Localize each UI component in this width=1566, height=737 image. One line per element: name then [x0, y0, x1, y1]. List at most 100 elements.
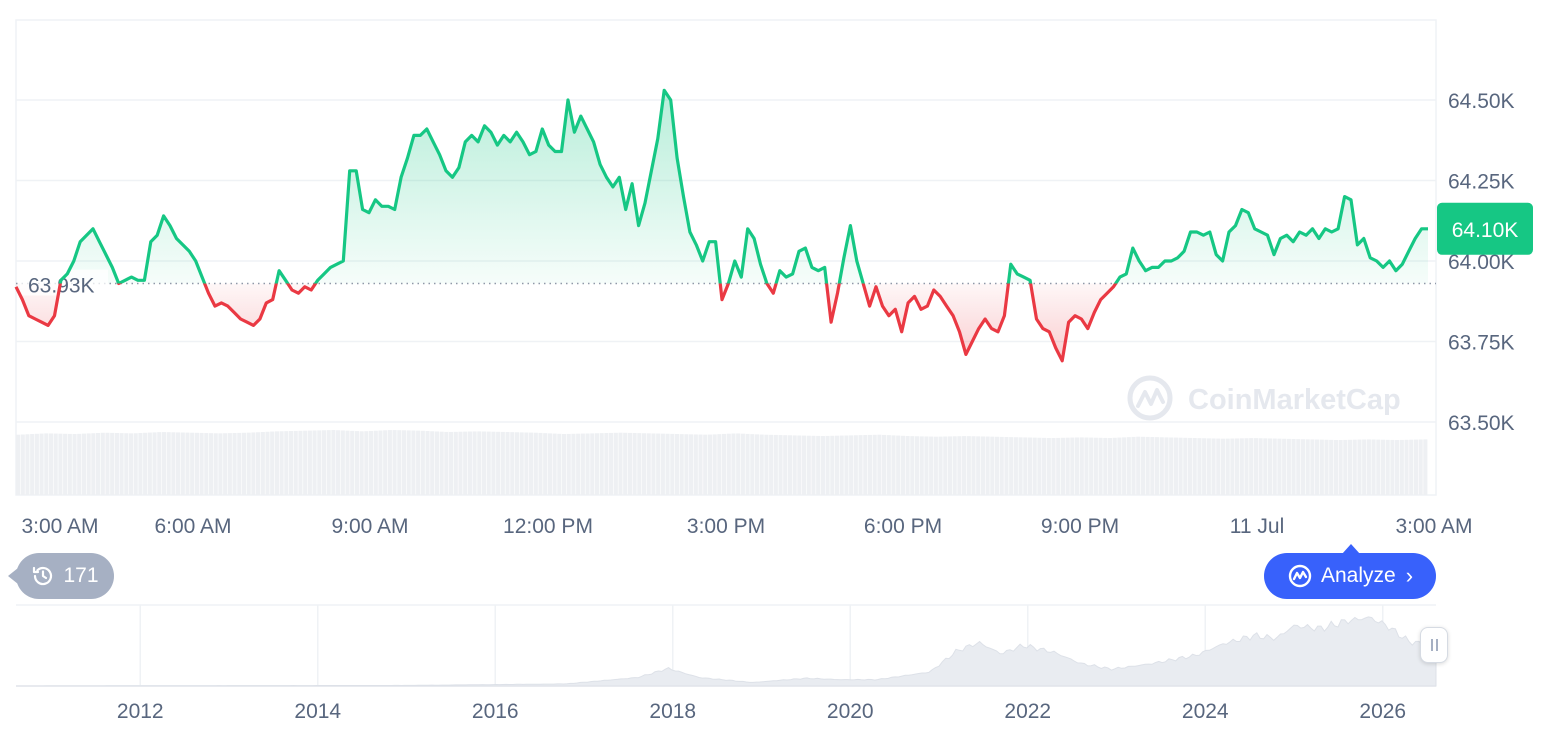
volume-bar [81, 433, 86, 495]
volume-bar [434, 431, 439, 495]
analyze-button[interactable]: Analyze › [1264, 544, 1436, 599]
volume-bar [416, 430, 421, 495]
volume-bar [161, 432, 167, 495]
volume-bar [194, 432, 199, 495]
volume-bar [830, 435, 835, 495]
volume-bar [1385, 439, 1390, 495]
volume-bar [1155, 437, 1160, 495]
volume-bar [1032, 437, 1037, 495]
volume-bar [232, 432, 237, 495]
volume-bar [53, 433, 58, 495]
volume-bar [364, 431, 369, 495]
volume-bar [543, 433, 548, 495]
volume-bar [1319, 439, 1324, 495]
volume-bar [947, 436, 953, 495]
volume-bar [980, 436, 985, 495]
volume-bar [1380, 439, 1386, 495]
volume-bar [1315, 439, 1320, 495]
volume-bar [96, 432, 101, 495]
volume-bar [1089, 437, 1094, 495]
price-area-up [16, 90, 1428, 284]
volume-bar [1145, 436, 1150, 495]
price-line-down [14, 283, 1118, 363]
volume-bar [1004, 436, 1009, 495]
volume-bar [1046, 437, 1051, 495]
x-tick-label: 11 Jul [1230, 515, 1284, 538]
volume-bar [1225, 438, 1230, 495]
volume-bar [722, 433, 727, 495]
overview-x-tick-label: 2022 [1004, 700, 1051, 723]
volume-bar [1060, 437, 1065, 495]
history-count: 171 [63, 564, 99, 587]
volume-bar [994, 436, 1000, 495]
x-tick-label: 6:00 AM [154, 515, 231, 538]
volume-bar [580, 433, 585, 495]
volume-bar [270, 431, 275, 495]
x-tick-label: 3:00 AM [1395, 515, 1472, 538]
x-tick-label: 3:00 PM [687, 515, 765, 538]
volume-bar [900, 435, 905, 495]
volume-bar [378, 430, 383, 495]
volume-bar [1037, 437, 1042, 495]
overview-x-tick-label: 2014 [294, 700, 341, 723]
volume-bar [1178, 437, 1183, 495]
overview-chart[interactable]: 2012 2014 2016 2018 2020 2022 2024 2026 [16, 604, 1437, 723]
volume-bar [143, 432, 148, 495]
volume-bar [1329, 439, 1334, 495]
volume-bar [307, 430, 312, 495]
volume-bar [1122, 437, 1127, 495]
volume-bar [505, 432, 510, 495]
volume-bar [514, 432, 520, 495]
volume-bar [39, 433, 44, 495]
volume-bar [1065, 437, 1070, 495]
handle-grip-right [1435, 639, 1438, 651]
volume-bar [778, 435, 783, 495]
volume-bar [1183, 437, 1188, 495]
volume-bar [962, 436, 967, 495]
volume-bar [500, 431, 505, 495]
range-handle[interactable] [1420, 627, 1448, 663]
price-area [16, 90, 1428, 361]
volume-bar [924, 436, 929, 495]
volume-bar [1399, 439, 1404, 495]
volume-bar [891, 435, 896, 495]
current-price-label: 64.10K [1452, 219, 1519, 242]
volume-bar [91, 433, 96, 495]
volume-bar [208, 433, 214, 495]
overview-x-tick-label: 2018 [649, 700, 696, 723]
volume-bar [594, 433, 600, 495]
volume-bar [585, 433, 590, 495]
volume-bar [1051, 438, 1056, 495]
history-badge[interactable]: 171 [8, 553, 114, 599]
volume-bar [717, 434, 722, 495]
volume-bar [1079, 437, 1084, 495]
volume-bar [1272, 438, 1277, 495]
volume-bar [957, 436, 962, 495]
volume-bar [72, 434, 77, 495]
volume-bar [340, 430, 345, 495]
overview-x-tick-label: 2026 [1359, 700, 1406, 723]
volume-bar [1140, 436, 1145, 495]
volume-bar [914, 436, 920, 495]
volume-bar [754, 434, 760, 495]
volume-bar [731, 433, 736, 495]
volume-bar [933, 436, 938, 495]
overview-x-tick-label: 2012 [117, 700, 164, 723]
volume-bar [16, 434, 21, 495]
volume-bar [44, 433, 49, 495]
volume-bar [1103, 437, 1108, 495]
volume-bar [48, 433, 54, 495]
volume-bar [1291, 438, 1296, 495]
x-tick-label: 9:00 AM [331, 515, 408, 538]
volume-bar [745, 433, 750, 495]
volume-bar [985, 436, 990, 495]
volume-bar [867, 434, 873, 495]
volume-bar [538, 432, 543, 495]
volume-bar [707, 434, 712, 495]
overview-area [16, 616, 1437, 687]
volume-bar [698, 434, 703, 495]
volume-bar [486, 431, 491, 495]
volume-bar [670, 433, 675, 495]
